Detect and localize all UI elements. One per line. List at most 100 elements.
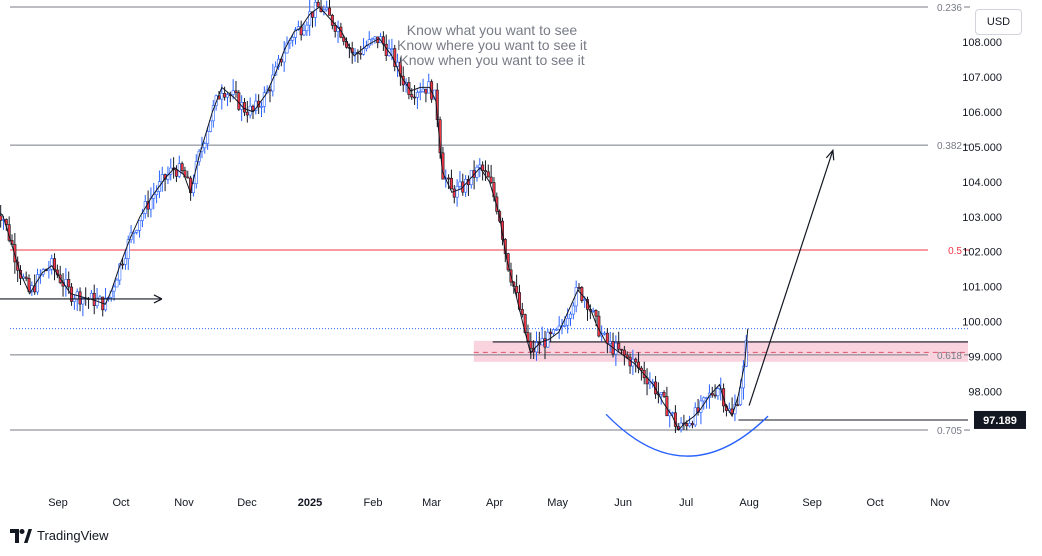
candle-body bbox=[126, 239, 130, 259]
candle-body bbox=[72, 298, 76, 302]
candle-body bbox=[424, 88, 428, 94]
candle-body bbox=[594, 310, 598, 317]
candle-body bbox=[483, 170, 487, 173]
candle-body bbox=[36, 274, 40, 293]
candle-body bbox=[89, 292, 93, 300]
candle-body bbox=[577, 287, 581, 289]
candle-body bbox=[583, 299, 587, 301]
candle-body bbox=[291, 37, 295, 41]
candle-body bbox=[447, 177, 451, 180]
projection-arrow-line bbox=[748, 150, 834, 406]
candle-body bbox=[398, 61, 402, 77]
y-tick-label: 98.000 bbox=[968, 387, 1002, 399]
x-tick-label: Oct bbox=[867, 497, 884, 509]
candle-body bbox=[316, 1, 320, 8]
candle-body bbox=[308, 11, 312, 26]
candle-body bbox=[702, 397, 706, 402]
candle-body bbox=[254, 100, 258, 111]
candle-body bbox=[713, 394, 717, 397]
x-tick-label: Feb bbox=[364, 497, 383, 509]
candle-body bbox=[551, 329, 555, 335]
y-tick-label: 107.000 bbox=[962, 72, 1002, 84]
candle-body bbox=[251, 105, 255, 111]
candle-body bbox=[418, 91, 422, 93]
candle-body bbox=[174, 169, 178, 177]
candle-body bbox=[554, 329, 558, 331]
x-tick-label: Apr bbox=[486, 497, 503, 509]
fib-label-0.705: 0.705 bbox=[937, 426, 962, 437]
candle-body bbox=[614, 342, 618, 355]
y-tick-label: 102.000 bbox=[962, 247, 1002, 259]
brand-name: TradingView bbox=[37, 528, 109, 543]
candle-body bbox=[690, 423, 694, 426]
candle-body bbox=[16, 261, 20, 271]
candle-body bbox=[390, 48, 394, 50]
candle-body bbox=[177, 163, 181, 177]
candle-body bbox=[716, 388, 720, 397]
candle-body bbox=[220, 92, 224, 100]
candle-body bbox=[138, 220, 142, 231]
candle-body bbox=[95, 298, 99, 306]
candle-body bbox=[648, 381, 652, 385]
x-tick-label: Dec bbox=[237, 497, 257, 509]
candle-body bbox=[191, 183, 195, 194]
candle-body bbox=[214, 95, 218, 106]
candle-body bbox=[302, 30, 306, 36]
candle-body bbox=[231, 90, 235, 95]
candle-body bbox=[617, 342, 621, 350]
currency-button[interactable]: USD bbox=[975, 9, 1022, 35]
candle-body bbox=[362, 48, 366, 55]
candle-body bbox=[566, 318, 570, 326]
candle-body bbox=[543, 338, 547, 348]
candle-body bbox=[736, 404, 740, 406]
candle-body bbox=[571, 305, 575, 315]
candle-body bbox=[393, 48, 397, 67]
candle-body bbox=[489, 176, 493, 183]
x-tick-label: Oct bbox=[112, 497, 129, 509]
candle-body bbox=[634, 358, 638, 363]
candle-body bbox=[597, 315, 601, 337]
y-tick-label: 104.000 bbox=[962, 177, 1002, 189]
x-tick-label: Jun bbox=[614, 497, 632, 509]
candle-body bbox=[458, 181, 462, 187]
candle-body bbox=[563, 324, 567, 327]
candle-body bbox=[50, 258, 54, 270]
currency-label: USD bbox=[986, 16, 1011, 28]
candle-body bbox=[486, 171, 490, 178]
candle-body bbox=[495, 196, 499, 212]
candle-body bbox=[359, 53, 363, 55]
candle-body bbox=[67, 279, 71, 288]
candle-body bbox=[608, 341, 612, 344]
candle-body bbox=[373, 36, 377, 40]
candle-body bbox=[549, 331, 553, 335]
candle-body bbox=[520, 309, 524, 315]
candle-body bbox=[620, 348, 624, 351]
x-tick-label: Aug bbox=[739, 497, 759, 509]
y-tick-label: 106.000 bbox=[962, 107, 1002, 119]
x-tick-label: 2025 bbox=[298, 497, 322, 509]
tradingview-branding: TradingView bbox=[10, 528, 109, 543]
x-tick-label: May bbox=[547, 497, 568, 509]
candle-body bbox=[115, 279, 119, 288]
candle-body bbox=[208, 120, 212, 132]
candle-body bbox=[449, 177, 453, 190]
candle-body bbox=[271, 74, 275, 92]
x-tick-label: Sep bbox=[802, 497, 822, 509]
candle-body bbox=[739, 387, 743, 405]
candle-body bbox=[268, 89, 272, 92]
candle-body bbox=[262, 92, 266, 107]
candle-body bbox=[529, 340, 533, 349]
candle-body bbox=[671, 412, 675, 415]
candle-body bbox=[605, 332, 609, 344]
fib-label-0.618: 0.618 bbox=[937, 351, 962, 362]
candle-body bbox=[123, 258, 127, 265]
x-tick-label: Sep bbox=[48, 497, 68, 509]
y-tick-label: 99.000 bbox=[968, 352, 1002, 364]
candle-body bbox=[206, 131, 210, 144]
candle-body bbox=[744, 339, 748, 367]
candle-body bbox=[305, 24, 309, 31]
x-tick-label: Nov bbox=[174, 497, 194, 509]
candle-body bbox=[659, 392, 663, 395]
candle-body bbox=[628, 356, 632, 367]
